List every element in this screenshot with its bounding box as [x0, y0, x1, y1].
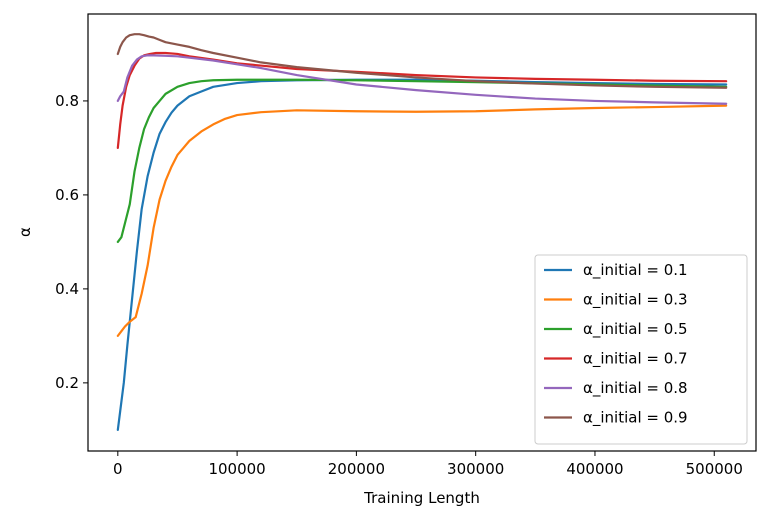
x-axis: 0 100000 200000 300000 400000 500000 — [113, 451, 743, 478]
series-line-2 — [116, 104, 728, 337]
series-line-5 — [116, 54, 728, 105]
series-line-4 — [116, 51, 728, 150]
series-line-6 — [116, 33, 728, 89]
x-axis-label: Training Length — [363, 489, 480, 507]
x-tick-label: 200000 — [328, 460, 385, 478]
legend-entry-label: α_initial = 0.9 — [583, 409, 688, 428]
x-tick-label: 400000 — [566, 460, 623, 478]
legend-entry-label: α_initial = 0.3 — [583, 291, 688, 310]
legend-entry-label: α_initial = 0.7 — [583, 350, 688, 369]
plot-frame — [87, 13, 757, 452]
x-tick-label: 0 — [113, 460, 123, 478]
y-tick-label: 0.4 — [55, 280, 79, 298]
x-tick-label: 500000 — [686, 460, 743, 478]
y-tick-label: 0.6 — [55, 186, 79, 204]
legend: α_initial = 0.1 α_initial = 0.3 α_initial … — [534, 254, 748, 445]
plot-lines — [116, 33, 728, 431]
y-axis: 0.2 0.4 0.6 0.8 — [55, 92, 88, 392]
legend-entry-label: α_initial = 0.8 — [583, 379, 688, 398]
y-axis-label: α — [16, 227, 34, 237]
x-tick-label: 300000 — [447, 460, 504, 478]
y-tick-label: 0.2 — [55, 374, 79, 392]
series-line-3 — [116, 78, 728, 243]
legend-entry-label: α_initial = 0.1 — [583, 261, 688, 280]
y-tick-label: 0.8 — [55, 92, 79, 110]
legend-box — [534, 254, 748, 445]
legend-entry-label: α_initial = 0.5 — [583, 320, 688, 339]
x-tick-label: 100000 — [208, 460, 265, 478]
